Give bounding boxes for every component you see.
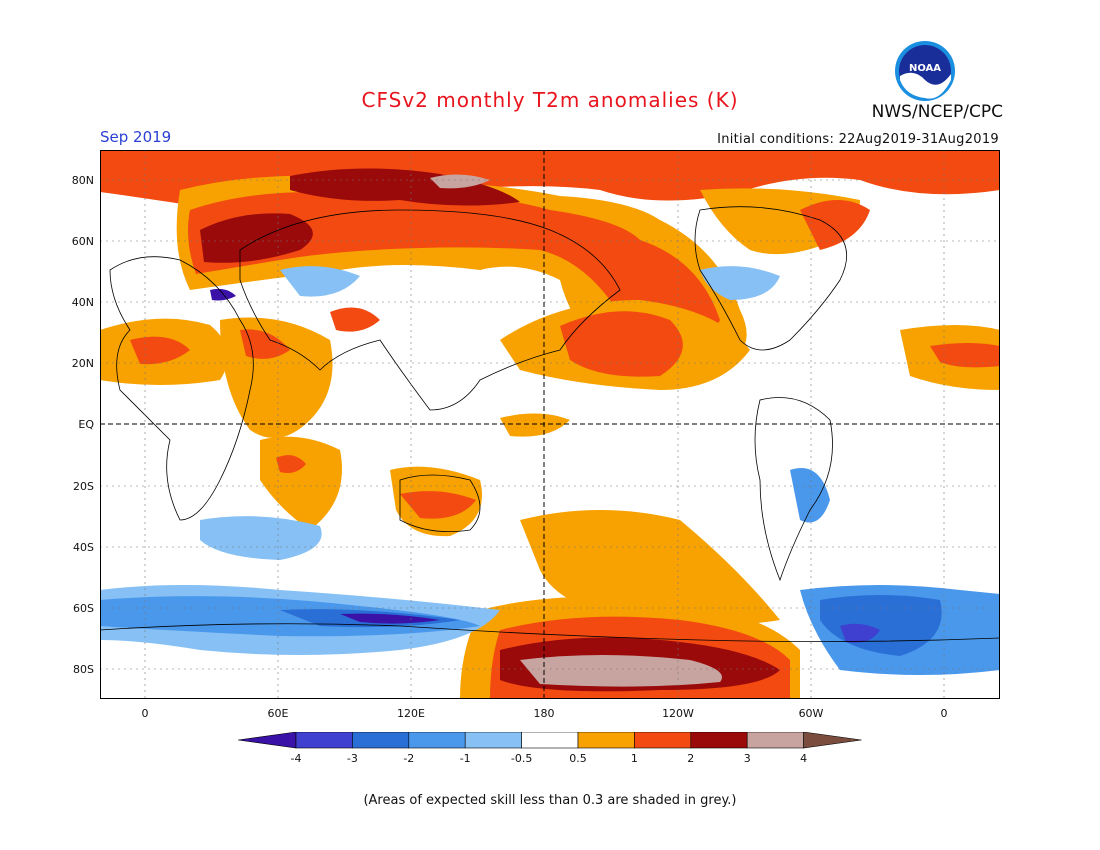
colorbar-swatch (577, 732, 635, 749)
colorbar-swatch (464, 732, 522, 749)
lat-label: 80S (73, 663, 94, 676)
colorbar-tick-label: 0.5 (569, 752, 587, 765)
lat-label: 60S (73, 602, 94, 615)
colorbar-tick-label: -3 (346, 752, 358, 765)
anomaly-fields (100, 150, 1000, 699)
anomaly-map (100, 150, 1000, 699)
colorbar-tick-label: -1 (459, 752, 471, 765)
equator-dateline (100, 150, 1000, 699)
colorbar (238, 732, 862, 749)
colorbar-swatch (238, 732, 297, 749)
colorbar-tick-label: 3 (743, 752, 751, 765)
initial-conditions: Initial conditions: 22Aug2019-31Aug2019 (717, 132, 999, 147)
colorbar-swatch (295, 732, 353, 749)
colorbar-swatch (746, 732, 804, 749)
lat-label: 60N (71, 235, 94, 248)
lat-label: EQ (78, 418, 94, 431)
colorbar-swatch (521, 732, 579, 749)
noaa-logo: NOAA (895, 41, 955, 101)
lat-label: 20N (71, 357, 94, 370)
lon-label: 180 (533, 707, 555, 720)
coastlines (100, 206, 1000, 642)
colorbar-swatch (408, 732, 466, 749)
lat-label: 80N (71, 174, 94, 187)
lat-label: 40N (71, 296, 94, 309)
colorbar-tick-label: 2 (687, 752, 695, 765)
lat-label: 20S (73, 480, 94, 493)
lon-label: 0 (940, 707, 948, 720)
lat-label: 40S (73, 541, 94, 554)
valid-month: Sep 2019 (100, 128, 172, 146)
skill-footnote: (Areas of expected skill less than 0.3 a… (363, 793, 737, 808)
lon-label: 60W (798, 707, 824, 720)
logo-text: NOAA (909, 63, 941, 74)
agency-label: NWS/NCEP/CPC (871, 102, 1003, 122)
colorbar-tick-label: -0.5 (510, 752, 533, 765)
lon-label: 120E (397, 707, 425, 720)
colorbar-tick-label: -2 (403, 752, 415, 765)
lon-label: 120W (662, 707, 694, 720)
colorbar-tick-label: -4 (290, 752, 302, 765)
colorbar-tick-label: 1 (630, 752, 638, 765)
colorbar-tick-label: 4 (800, 752, 808, 765)
colorbar-swatch (690, 732, 748, 749)
map-title: CFSv2 monthly T2m anomalies (K) (361, 88, 739, 112)
graticule (100, 150, 1000, 699)
lon-label: 0 (141, 707, 149, 720)
lon-label: 60E (267, 707, 289, 720)
colorbar-swatch (803, 732, 862, 749)
colorbar-swatch (634, 732, 692, 749)
colorbar-swatch (352, 732, 410, 749)
